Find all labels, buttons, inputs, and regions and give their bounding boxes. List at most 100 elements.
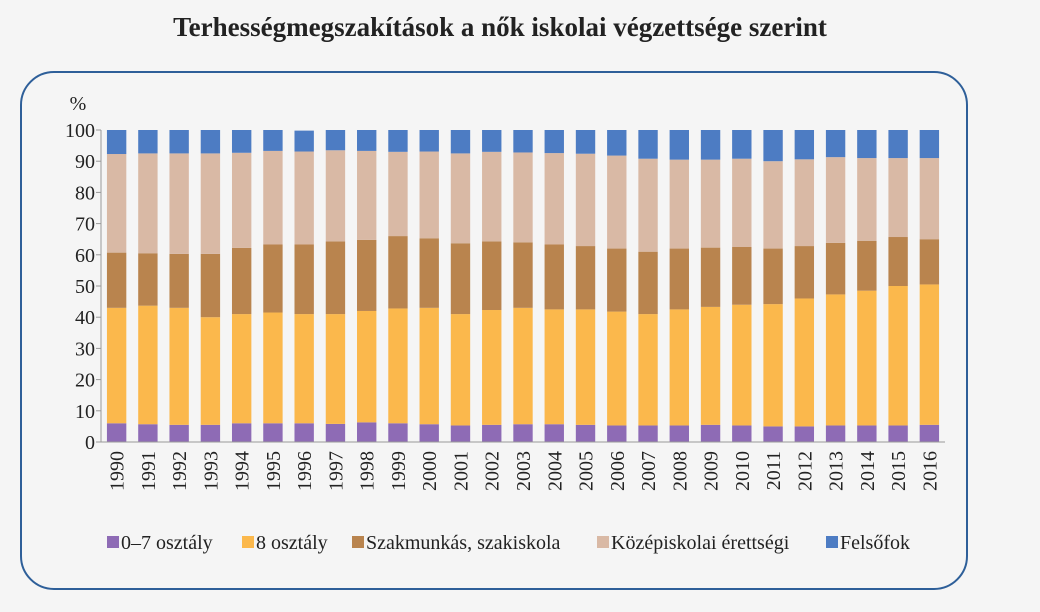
x-tick-label: 2004 bbox=[544, 451, 566, 491]
bar-segment-2010-s2 bbox=[732, 247, 752, 305]
bar-segment-1995-s1 bbox=[263, 312, 283, 424]
bar-segment-1996-s2 bbox=[294, 244, 314, 315]
y-tick-label: 30 bbox=[75, 338, 95, 360]
y-tick-label: 60 bbox=[75, 245, 95, 267]
bar-segment-1994-s4 bbox=[231, 130, 252, 153]
bar-segment-1992-s1 bbox=[169, 307, 189, 425]
bar-segment-2016-s2 bbox=[919, 239, 940, 285]
bar-segment-2003-s4 bbox=[513, 130, 533, 153]
bar-segment-1990-s4 bbox=[106, 130, 127, 155]
bar-segment-1997-s3 bbox=[325, 150, 346, 242]
bar-segment-2004-s0 bbox=[544, 424, 564, 442]
x-tick-label: 2012 bbox=[794, 451, 816, 491]
bar-segment-2015-s0 bbox=[888, 425, 908, 442]
bar-segment-2013-s3 bbox=[825, 157, 846, 243]
bar-segment-1992-s3 bbox=[169, 153, 189, 254]
bar-segment-2005-s1 bbox=[575, 309, 596, 425]
bar-segment-2000-s2 bbox=[419, 238, 439, 308]
bar-segment-1992-s2 bbox=[169, 253, 189, 308]
x-tick-label: 2016 bbox=[919, 451, 941, 491]
bar-segment-2015-s4 bbox=[888, 130, 908, 159]
chart-title: Terhességmegszakítások a nők iskolai vég… bbox=[173, 12, 827, 42]
legend: 0–7 osztály 8 osztály Szakmunkás, szakisko… bbox=[107, 532, 910, 554]
x-tick-label: 1996 bbox=[294, 451, 316, 491]
bar-segment-2009-s0 bbox=[700, 424, 721, 442]
bar-segment-2013-s4 bbox=[825, 130, 846, 158]
bar-segment-2006-s3 bbox=[607, 155, 627, 249]
bar-segment-1997-s1 bbox=[325, 314, 346, 424]
bar-segment-2006-s4 bbox=[607, 130, 627, 156]
bar-segment-2005-s2 bbox=[575, 246, 596, 310]
bar-segment-1991-s4 bbox=[138, 130, 158, 154]
bar-segment-1997-s2 bbox=[325, 241, 346, 315]
legend-label-1: 8 osztály bbox=[256, 532, 328, 554]
bar-segment-1999-s3 bbox=[388, 151, 408, 237]
bar-segment-2009-s2 bbox=[700, 247, 721, 307]
bar-segment-1990-s2 bbox=[106, 252, 127, 308]
x-tick-label: 1992 bbox=[169, 451, 191, 491]
y-tick-label: 70 bbox=[75, 214, 95, 236]
bar-segment-1991-s0 bbox=[138, 424, 158, 442]
x-tick-label: 1991 bbox=[138, 451, 160, 491]
x-tick-label: 1990 bbox=[107, 451, 129, 491]
bar-segment-2007-s2 bbox=[638, 251, 658, 315]
axes-group: 1990 1991 1992 1993 1994 1995 1996 1997 1998 1999… bbox=[65, 93, 945, 491]
bar-segment-2000-s4 bbox=[419, 130, 439, 152]
x-tick-label: 1995 bbox=[263, 451, 285, 491]
x-tick-label: 2003 bbox=[513, 451, 535, 491]
bar-segment-1996-s3 bbox=[294, 151, 314, 245]
bar-segment-2008-s4 bbox=[669, 130, 689, 160]
bar-segment-2001-s3 bbox=[450, 153, 471, 244]
bar-segment-2006-s1 bbox=[607, 311, 627, 426]
y-axis-label: % bbox=[70, 93, 87, 115]
bar-segment-1994-s2 bbox=[231, 247, 252, 315]
bar-segment-1993-s1 bbox=[200, 317, 221, 425]
bar-segment-2015-s1 bbox=[888, 286, 908, 426]
x-tick-label: 2008 bbox=[669, 451, 691, 491]
bar-segment-2013-s1 bbox=[825, 294, 846, 426]
bar-segment-1998-s1 bbox=[357, 310, 377, 423]
bar-segment-1997-s0 bbox=[325, 423, 346, 442]
bar-segment-2012-s2 bbox=[794, 246, 815, 299]
bar-segment-2005-s3 bbox=[575, 153, 596, 247]
x-tick-label: 1997 bbox=[325, 451, 347, 491]
bar-segment-2002-s1 bbox=[482, 310, 502, 425]
bar-segment-1991-s1 bbox=[138, 305, 158, 425]
bar-segment-2002-s0 bbox=[482, 424, 502, 442]
bar-segment-1993-s3 bbox=[200, 153, 221, 254]
bar-segment-1996-s0 bbox=[294, 423, 314, 442]
bar-segment-1995-s0 bbox=[263, 423, 283, 442]
bar-segment-2015-s3 bbox=[888, 158, 908, 238]
bar-segment-2008-s1 bbox=[669, 309, 689, 426]
legend-swatch-2 bbox=[352, 536, 364, 548]
bar-segment-2002-s4 bbox=[482, 130, 502, 152]
bar-segment-2001-s4 bbox=[450, 130, 471, 154]
bar-segment-2012-s1 bbox=[794, 298, 815, 427]
bar-segment-2000-s3 bbox=[419, 151, 439, 239]
y-tick-label: 0 bbox=[85, 432, 95, 454]
x-tick-label: 2002 bbox=[482, 451, 504, 491]
bar-segment-2002-s3 bbox=[482, 151, 502, 242]
bar-segment-2016-s1 bbox=[919, 284, 940, 425]
x-tick-label: 2006 bbox=[607, 451, 629, 491]
bar-segment-2011-s2 bbox=[763, 248, 783, 305]
bar-segment-1994-s3 bbox=[231, 152, 252, 248]
bar-segment-1991-s3 bbox=[138, 153, 158, 254]
bar-segment-2010-s0 bbox=[732, 425, 752, 442]
x-tick-label: 2001 bbox=[450, 451, 472, 491]
legend-swatch-3 bbox=[597, 536, 609, 548]
x-tick-label: 2013 bbox=[826, 451, 848, 491]
bar-segment-1999-s1 bbox=[388, 308, 408, 424]
bar-segment-2004-s4 bbox=[544, 130, 564, 154]
bar-segment-1999-s0 bbox=[388, 423, 408, 442]
x-tick-label: 1999 bbox=[388, 451, 410, 491]
legend-label-3: Középiskolai érettségi bbox=[611, 532, 790, 554]
x-tick-label: 1993 bbox=[200, 451, 222, 491]
bar-segment-1996-s4 bbox=[294, 130, 314, 152]
bar-segment-1999-s4 bbox=[388, 130, 408, 152]
bar-segment-2008-s2 bbox=[669, 248, 689, 310]
bar-segment-1999-s2 bbox=[388, 236, 408, 309]
bar-segment-1995-s2 bbox=[263, 244, 283, 313]
legend-label-2: Szakmunkás, szakiskola bbox=[366, 532, 561, 554]
